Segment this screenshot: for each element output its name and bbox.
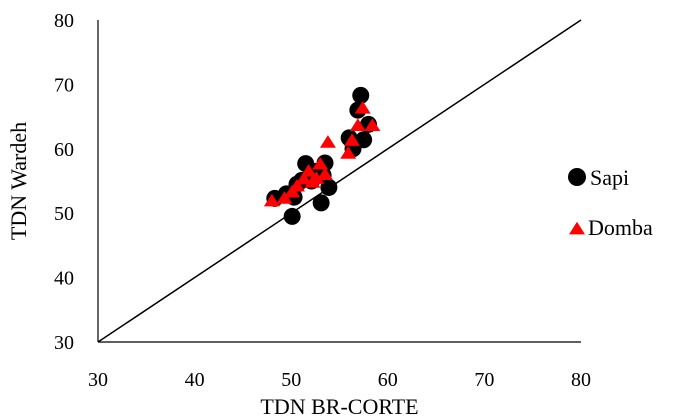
point-domba	[276, 191, 293, 204]
y-tick-label: 80	[54, 10, 74, 32]
point-sapi	[352, 86, 370, 104]
legend-label-domba: Domba	[588, 215, 653, 240]
point-sapi	[283, 207, 301, 225]
point-domba	[312, 157, 329, 170]
x-tick-label: 30	[88, 369, 108, 391]
point-domba	[295, 171, 312, 185]
y-tick-label: 40	[54, 268, 74, 290]
reference-line	[97, 19, 582, 343]
y-tick-label: 70	[54, 74, 74, 96]
axes	[97, 20, 581, 343]
legend-item-sapi: Sapi	[568, 165, 629, 190]
point-domba	[308, 171, 325, 184]
x-tick-label: 50	[281, 369, 301, 391]
y-tick-label: 60	[54, 139, 74, 161]
x-tick-label: 40	[185, 369, 205, 391]
point-domba	[319, 135, 336, 148]
point-domba	[344, 133, 361, 146]
point-domba	[317, 167, 334, 180]
point-sapi	[312, 194, 330, 212]
legend-circle-marker	[568, 168, 586, 186]
y-axis-title: TDN Wardeh	[6, 122, 31, 240]
point-domba	[364, 118, 381, 132]
x-tick-label: 60	[378, 369, 398, 391]
point-domba	[349, 118, 366, 132]
legend: Sapi Domba	[568, 165, 653, 240]
legend-triangle-marker	[569, 221, 585, 235]
data-points	[263, 86, 381, 225]
x-axis-title: TDN BR-CORTE	[260, 394, 418, 419]
legend-label-sapi: Sapi	[590, 165, 629, 190]
x-tick-label: 80	[571, 369, 591, 391]
x-tick-labels: 30 40 50 60 70 80	[88, 369, 591, 391]
point-domba	[340, 146, 357, 159]
y-tick-labels: 30 40 50 60 70 80	[54, 10, 74, 354]
point-domba	[288, 178, 305, 192]
y-tick-label: 30	[54, 332, 74, 354]
legend-item-domba: Domba	[569, 215, 653, 240]
x-tick-label: 70	[474, 369, 494, 391]
point-sapi	[355, 131, 373, 149]
point-domba	[354, 101, 371, 114]
y-tick-label: 50	[54, 203, 74, 225]
point-sapi	[320, 178, 338, 196]
point-domba	[300, 164, 317, 177]
point-domba	[263, 193, 280, 207]
